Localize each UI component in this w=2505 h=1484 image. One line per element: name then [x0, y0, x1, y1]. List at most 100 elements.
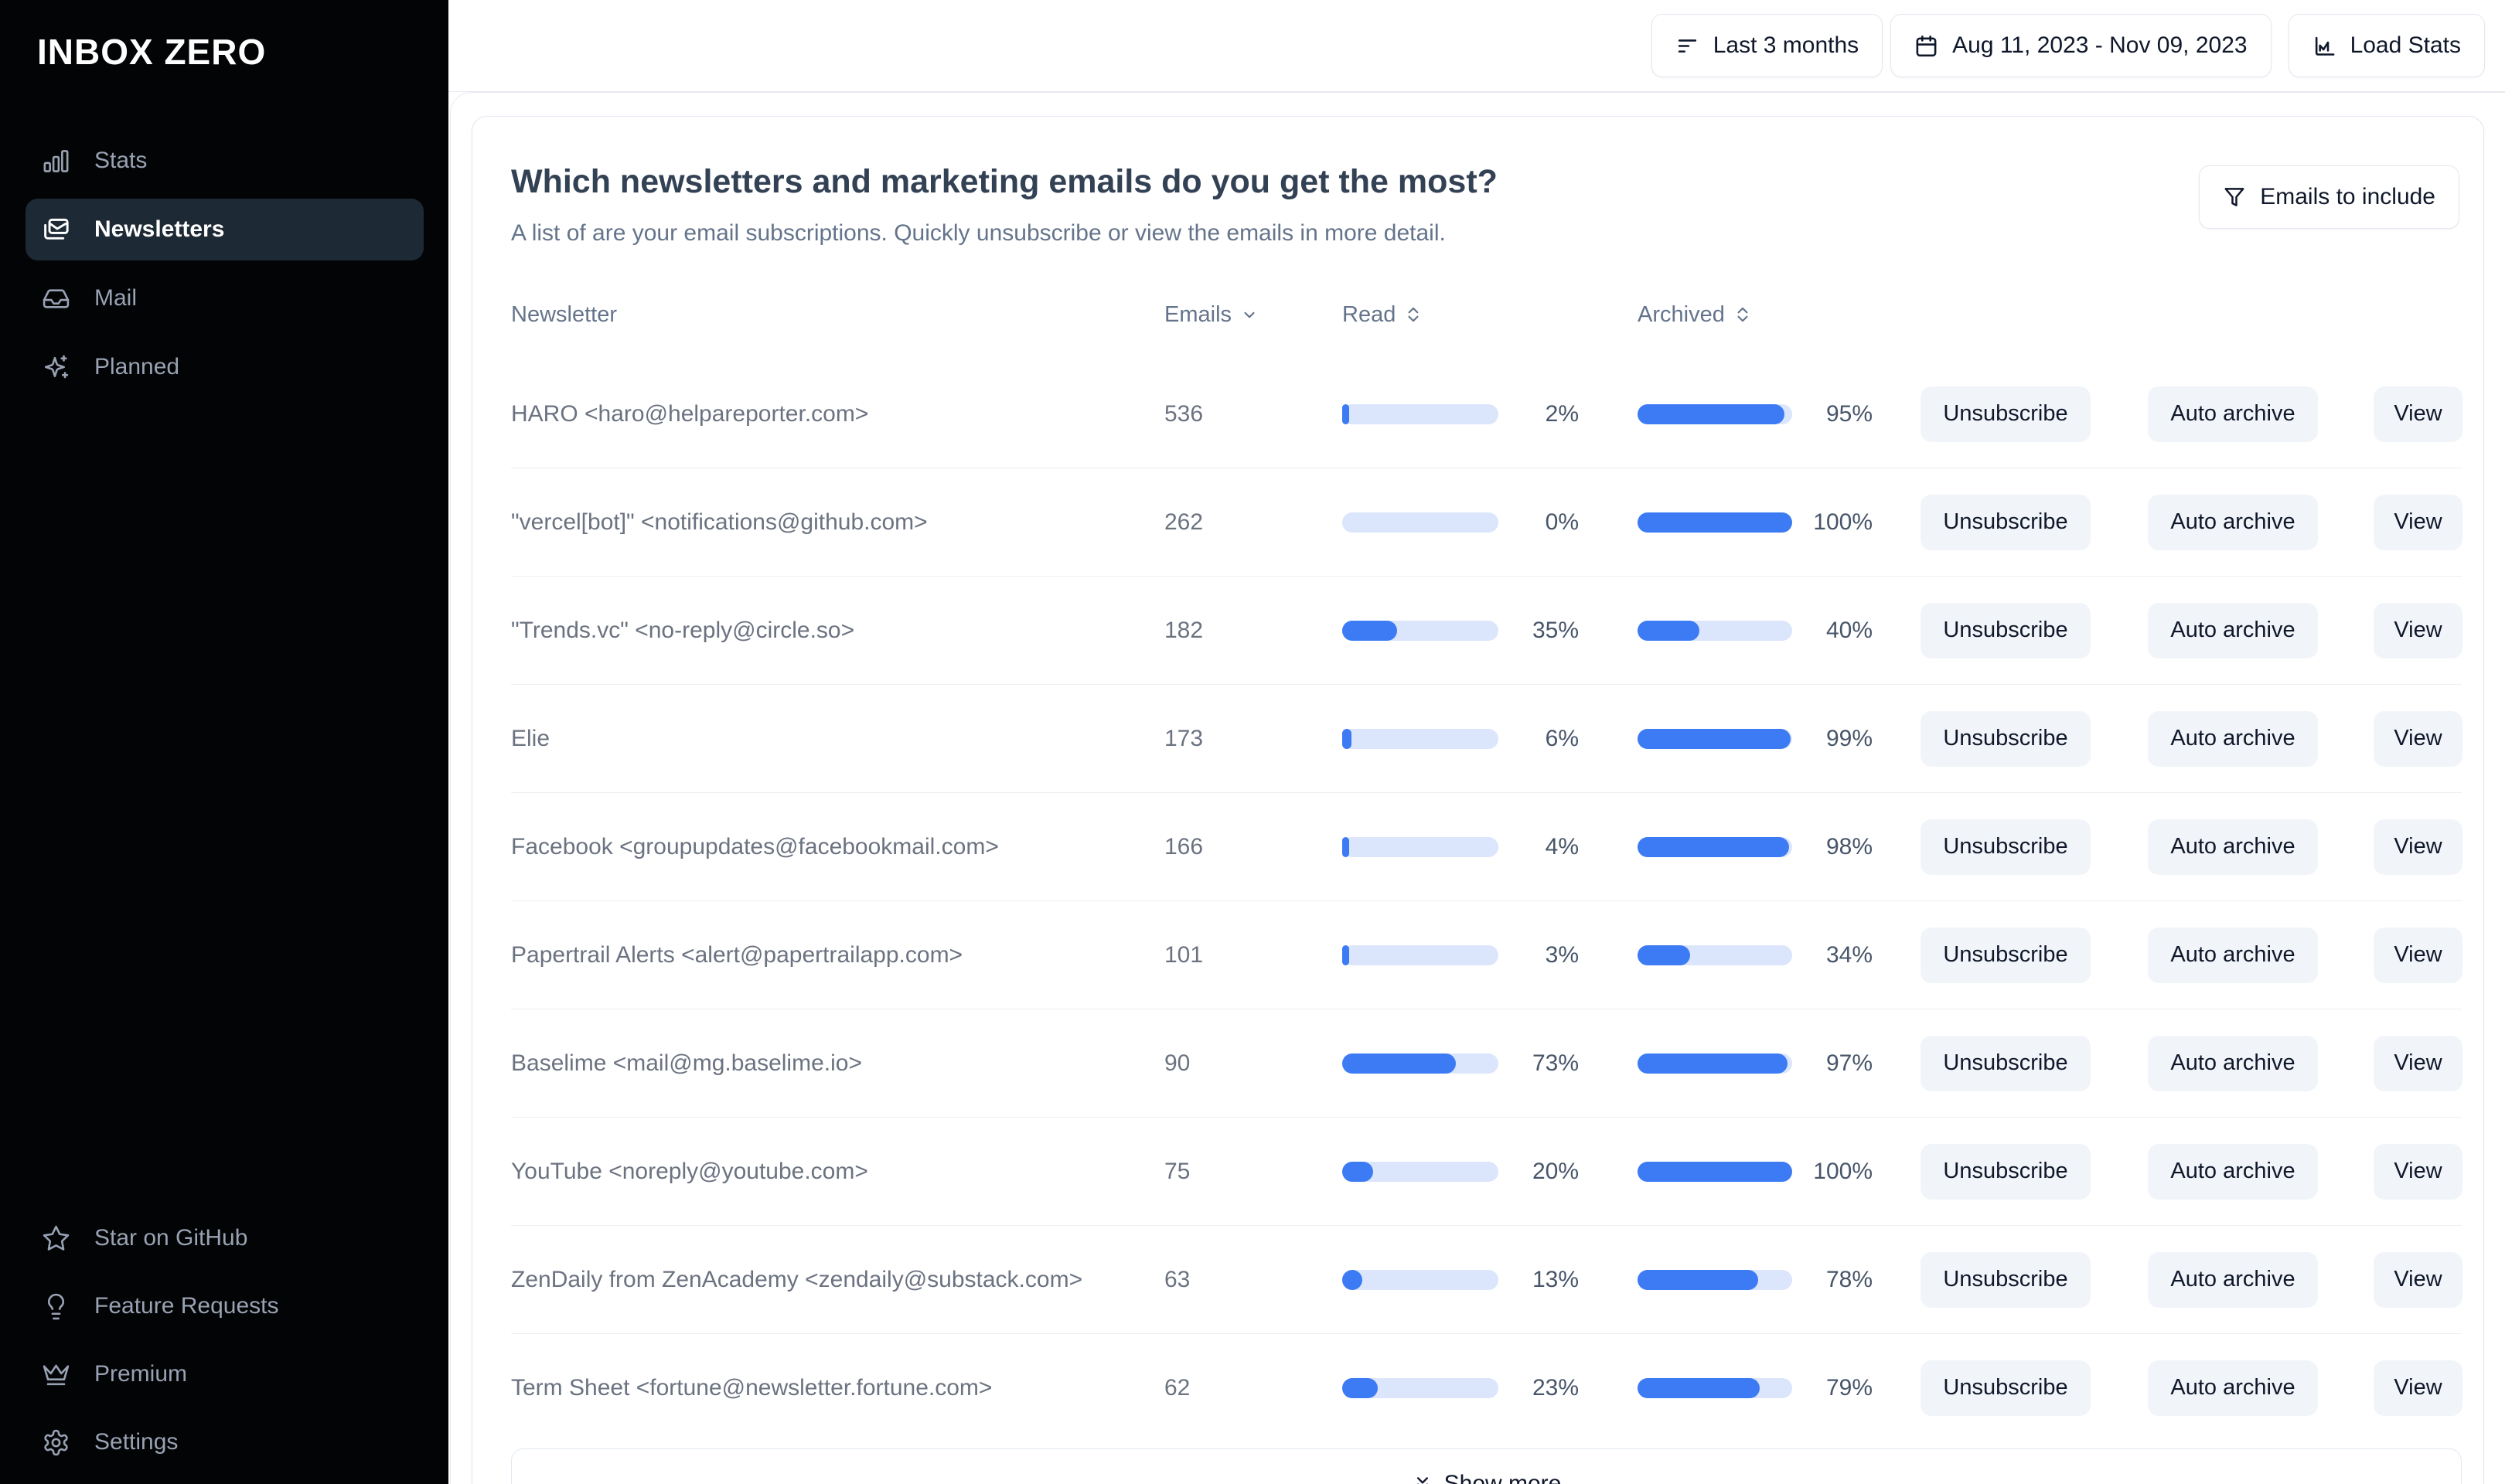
emails-count: 101	[1164, 941, 1204, 968]
auto-archive-button[interactable]: Auto archive	[2148, 494, 2318, 550]
column-header-emails[interactable]: Emails	[1164, 302, 1342, 328]
gear-icon	[42, 1428, 70, 1457]
emails-count: 536	[1164, 400, 1204, 427]
unsubscribe-button[interactable]: Unsubscribe	[1920, 710, 2091, 767]
sidebar-item-label: Star on GitHub	[94, 1225, 248, 1251]
sidebar-nav: Stats Newsletters	[26, 130, 424, 398]
inbox-icon	[42, 284, 70, 313]
archived-bar-fill	[1638, 1377, 1760, 1398]
read-bar-fill	[1342, 620, 1397, 641]
auto-archive-button[interactable]: Auto archive	[2148, 1251, 2318, 1308]
column-header-archived[interactable]: Archived	[1638, 302, 1792, 328]
read-progress-bar	[1342, 512, 1498, 533]
view-button[interactable]: View	[2374, 602, 2462, 659]
sidebar-item-premium[interactable]: Premium	[26, 1343, 424, 1405]
archived-progress-bar	[1638, 945, 1792, 965]
newsletter-name: HARO <haro@helpareporter.com>	[511, 400, 869, 427]
archived-progress-bar	[1638, 1377, 1792, 1398]
read-progress-bar	[1342, 620, 1498, 641]
view-button[interactable]: View	[2374, 710, 2462, 767]
auto-archive-button[interactable]: Auto archive	[2148, 1143, 2318, 1200]
sidebar-item-mail[interactable]: Mail	[26, 267, 424, 329]
sidebar-item-label: Settings	[94, 1429, 179, 1455]
sidebar-item-planned[interactable]: Planned	[26, 336, 424, 398]
emails-count: 62	[1164, 1374, 1191, 1401]
unsubscribe-button[interactable]: Unsubscribe	[1920, 494, 2091, 550]
bar-chart-icon	[42, 147, 70, 175]
sidebar-item-label: Newsletters	[94, 216, 225, 242]
auto-archive-button[interactable]: Auto archive	[2148, 386, 2318, 442]
archived-progress-bar	[1638, 1161, 1792, 1182]
view-button[interactable]: View	[2374, 1143, 2462, 1200]
sidebar: INBOX ZERO Stats	[0, 0, 448, 1484]
auto-archive-button[interactable]: Auto archive	[2148, 1035, 2318, 1091]
unsubscribe-button[interactable]: Unsubscribe	[1920, 927, 2091, 983]
unsubscribe-button[interactable]: Unsubscribe	[1920, 386, 2091, 442]
auto-archive-button[interactable]: Auto archive	[2148, 927, 2318, 983]
table-row: Papertrail Alerts <alert@papertrailapp.c…	[511, 900, 2462, 1009]
auto-archive-button[interactable]: Auto archive	[2148, 710, 2318, 767]
unsubscribe-button[interactable]: Unsubscribe	[1920, 819, 2091, 875]
column-header-newsletter: Newsletter	[511, 301, 617, 327]
read-progress-bar	[1342, 403, 1498, 424]
auto-archive-button[interactable]: Auto archive	[2148, 819, 2318, 875]
view-button[interactable]: View	[2374, 927, 2462, 983]
auto-archive-button[interactable]: Auto archive	[2148, 602, 2318, 659]
funnel-icon	[2223, 186, 2246, 209]
table-row: "Trends.vc" <no-reply@circle.so> 182 35%…	[511, 576, 2462, 684]
table-row: HARO <haro@helpareporter.com> 536 2% 95%…	[511, 360, 2462, 468]
chevrons-down-icon	[1412, 1473, 1433, 1484]
star-icon	[42, 1224, 70, 1253]
app-logo[interactable]: INBOX ZERO	[37, 32, 267, 72]
sidebar-item-newsletters[interactable]: Newsletters	[26, 199, 424, 260]
line-chart-icon	[2312, 34, 2336, 58]
newsletter-name: Term Sheet <fortune@newsletter.fortune.c…	[511, 1374, 993, 1401]
table-row: Elie 173 6% 99% Unsubscribe Auto archive…	[511, 684, 2462, 792]
read-progress-bar	[1342, 1269, 1498, 1290]
archived-bar-fill	[1638, 1269, 1758, 1290]
archived-percent: 40%	[1825, 617, 1873, 643]
newsletter-name: Baselime <mail@mg.baselime.io>	[511, 1050, 862, 1076]
date-preset-button[interactable]: Last 3 months	[1651, 14, 1883, 77]
date-range-button[interactable]: Aug 11, 2023 - Nov 09, 2023	[1890, 14, 2272, 77]
view-button[interactable]: View	[2374, 494, 2462, 550]
view-button[interactable]: View	[2374, 819, 2462, 875]
table-row: YouTube <noreply@youtube.com> 75 20% 100…	[511, 1117, 2462, 1225]
view-button[interactable]: View	[2374, 1360, 2462, 1416]
sidebar-item-stats[interactable]: Stats	[26, 130, 424, 192]
unsubscribe-button[interactable]: Unsubscribe	[1920, 1143, 2091, 1200]
column-header-read[interactable]: Read	[1342, 302, 1498, 328]
newsletter-name: ZenDaily from ZenAcademy <zendaily@subst…	[511, 1266, 1083, 1292]
read-percent: 0%	[1545, 509, 1579, 535]
table-row: Term Sheet <fortune@newsletter.fortune.c…	[511, 1333, 2462, 1441]
view-button[interactable]: View	[2374, 386, 2462, 442]
emails-count: 166	[1164, 833, 1204, 859]
newsletter-name: "Trends.vc" <no-reply@circle.so>	[511, 617, 855, 643]
read-percent: 2%	[1545, 400, 1579, 427]
table-row: Facebook <groupupdates@facebookmail.com>…	[511, 792, 2462, 900]
unsubscribe-button[interactable]: Unsubscribe	[1920, 1360, 2091, 1416]
unsubscribe-button[interactable]: Unsubscribe	[1920, 1251, 2091, 1308]
archived-bar-fill	[1638, 1161, 1792, 1182]
sidebar-item-star-on-github[interactable]: Star on GitHub	[26, 1207, 424, 1269]
show-more-button[interactable]: Show more	[511, 1448, 2462, 1484]
view-button[interactable]: View	[2374, 1035, 2462, 1091]
calendar-icon	[1914, 34, 1938, 58]
sparkles-icon	[42, 353, 70, 382]
read-percent: 13%	[1532, 1266, 1579, 1292]
unsubscribe-button[interactable]: Unsubscribe	[1920, 1035, 2091, 1091]
archived-bar-fill	[1638, 836, 1789, 857]
unsubscribe-button[interactable]: Unsubscribe	[1920, 602, 2091, 659]
view-button[interactable]: View	[2374, 1251, 2462, 1308]
sidebar-item-label: Stats	[94, 148, 148, 173]
auto-archive-button[interactable]: Auto archive	[2148, 1360, 2318, 1416]
archived-progress-bar	[1638, 728, 1792, 749]
read-progress-bar	[1342, 945, 1498, 965]
archived-percent: 100%	[1813, 509, 1873, 535]
sidebar-item-settings[interactable]: Settings	[26, 1411, 424, 1473]
sidebar-item-feature-requests[interactable]: Feature Requests	[26, 1275, 424, 1337]
emails-to-include-button[interactable]: Emails to include	[2199, 165, 2459, 229]
archived-percent: 78%	[1825, 1266, 1873, 1292]
load-stats-button[interactable]: Load Stats	[2288, 14, 2485, 77]
